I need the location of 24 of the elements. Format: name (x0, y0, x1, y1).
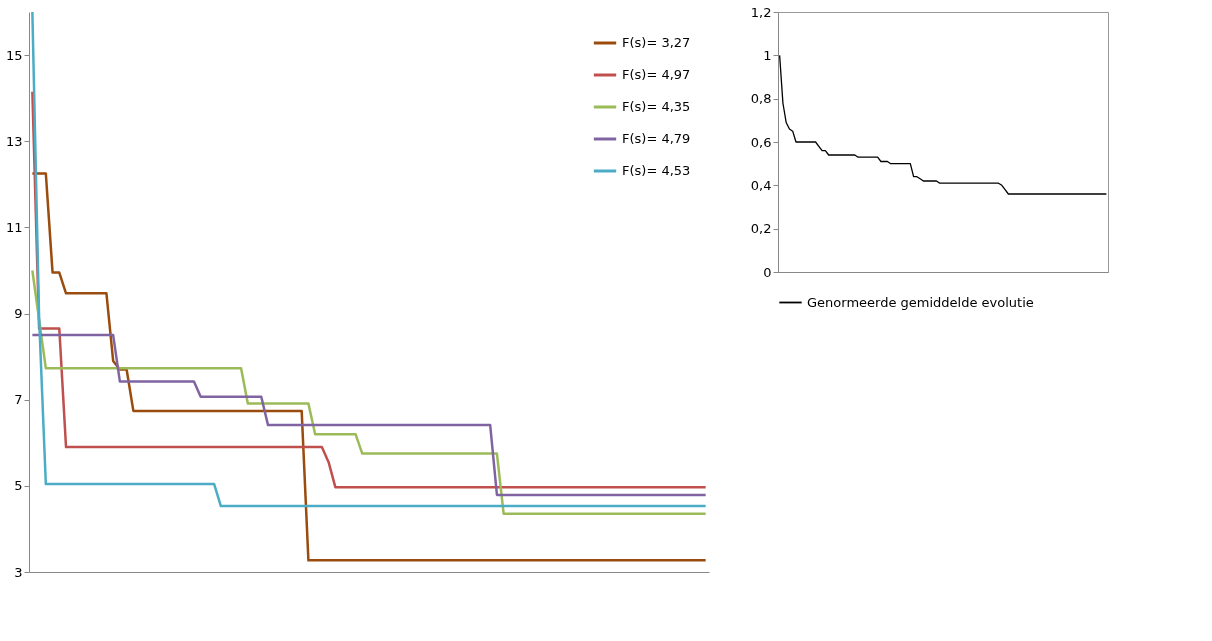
legend-label: F(s)= 3,27 (622, 35, 691, 50)
legend-label: Genormeerde gemiddelde evolutie (807, 294, 1034, 310)
y-tick-label: 0,8 (750, 91, 772, 107)
line-series (778, 54, 1108, 195)
legend-label: F(s)= 4,97 (622, 67, 691, 82)
y-tick-label: 7 (14, 392, 23, 408)
line-series (31, 333, 707, 497)
y-tick-label: 0,6 (750, 134, 772, 150)
y-tick-label: 5 (14, 478, 23, 494)
line-series (31, 269, 707, 516)
legend-label: F(s)= 4,35 (622, 99, 691, 114)
legend-label: F(s)= 4,79 (622, 131, 691, 146)
legend-label: F(s)= 4,53 (622, 163, 691, 178)
y-tick-label: 0 (763, 264, 772, 280)
y-tick-label: 9 (14, 306, 23, 322)
y-tick-label: 11 (5, 219, 23, 235)
y-tick-label: 3 (14, 564, 23, 580)
line-series (31, 10, 707, 508)
y-tick-label: 0,2 (750, 221, 772, 237)
y-tick-label: 1 (763, 47, 772, 63)
y-tick-label: 13 (5, 133, 23, 149)
y-tick-label: 15 (5, 47, 23, 63)
y-tick-label: 1,2 (750, 4, 772, 20)
y-tick-label: 0,4 (750, 177, 772, 193)
